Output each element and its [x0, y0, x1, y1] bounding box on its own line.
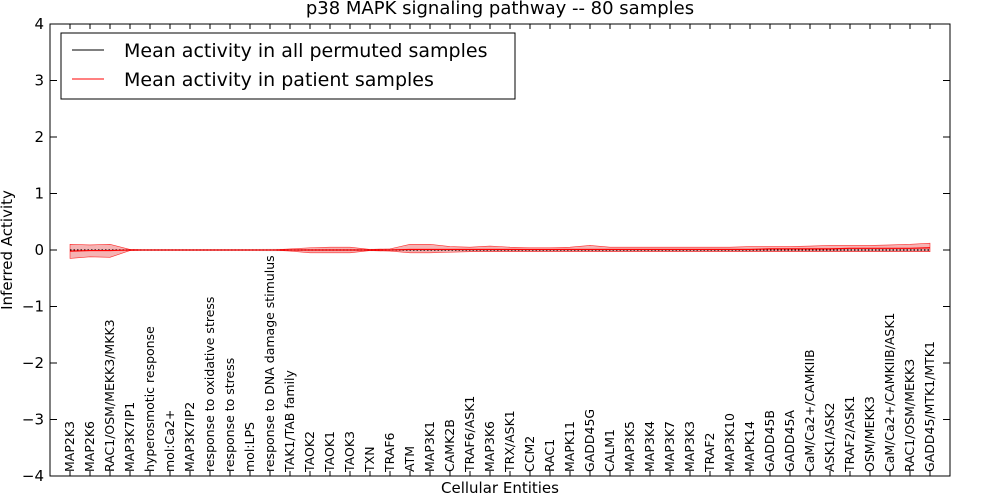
x-tick-label: ASK1/ASK2	[822, 403, 837, 472]
x-tick-label: TRAF6	[382, 432, 397, 473]
legend-label-patient: Mean activity in patient samples	[124, 69, 434, 91]
y-tick-label: 2	[34, 128, 44, 146]
x-tick-label: RAC1	[542, 439, 557, 472]
x-tick-label: CAMK2B	[442, 419, 457, 472]
x-tick-label: MAPK14	[742, 421, 757, 472]
x-tick-label: MAP3K7IP1	[122, 402, 137, 472]
y-axis: 4 3 2 1 0 −1 −2 −3 −4	[22, 15, 950, 485]
x-axis: MAP2K3 MAP2K6 RAC1/OSM/MEKK3/MKK3 MAP3K7IP1…	[62, 24, 937, 476]
y-tick-label: 4	[34, 15, 44, 33]
x-tick-label: mol:Ca2+	[162, 410, 177, 472]
chart-title: p38 MAPK signaling pathway -- 80 samples	[306, 0, 694, 19]
x-tick-label: TXN	[362, 446, 377, 473]
x-tick-label: GADD45G	[582, 409, 597, 472]
x-tick-label: CaM/Ca2+/CAMKIIB/ASK1	[882, 313, 897, 472]
y-tick-label: −3	[22, 411, 44, 429]
x-tick-label: MAP2K6	[82, 421, 97, 472]
x-tick-label: MAP3K3	[682, 421, 697, 472]
legend: Mean activity in all permuted samples Me…	[60, 32, 516, 100]
x-tick-label: MAP3K10	[722, 413, 737, 472]
y-tick-label: 0	[34, 241, 44, 259]
x-tick-label: ATM	[402, 446, 417, 472]
x-tick-label: mol:LPS	[242, 422, 257, 472]
x-tick-label: CALM1	[602, 429, 617, 472]
x-tick-label: GADD45A	[782, 410, 797, 472]
x-tick-label: response to stress	[222, 358, 237, 472]
x-tick-label: CCM2	[522, 436, 537, 472]
x-tick-label: MAP3K1	[422, 421, 437, 472]
x-tick-label: MAP2K3	[62, 421, 77, 472]
x-tick-label: MAP3K7IP2	[182, 402, 197, 472]
y-axis-label: Inferred Activity	[0, 190, 16, 310]
y-tick-label: −1	[22, 298, 44, 316]
series-line-group	[69, 247, 931, 252]
x-tick-label: MAP3K4	[642, 421, 657, 472]
x-axis-label: Cellular Entities	[441, 479, 559, 497]
x-tick-label: response to DNA damage stimulus	[262, 255, 277, 472]
x-tick-label: response to oxidative stress	[202, 297, 217, 472]
x-tick-label: RAC1/OSM/MEKK3	[902, 359, 917, 472]
x-tick-label: TRAF2/ASK1	[842, 396, 857, 473]
x-tick-label: MAP3K7	[662, 421, 677, 472]
x-tick-label: TRAF2	[702, 432, 717, 473]
patient-range-band	[69, 242, 931, 259]
x-tick-label: RAC1/OSM/MEKK3/MKK3	[102, 319, 117, 472]
x-tick-label: MAP3K6	[482, 421, 497, 472]
x-tick-label: TAOK1	[322, 431, 337, 473]
x-tick-label: GADD45B	[762, 410, 777, 472]
y-tick-label: 3	[34, 72, 44, 90]
x-tick-label: TRAF6/ASK1	[462, 396, 477, 473]
x-tick-label: GADD45/MTK1/MTK1	[922, 341, 937, 472]
y-tick-label: 1	[34, 185, 44, 203]
y-tick-label: −4	[22, 467, 44, 485]
x-tick-label: TRX/ASK1	[502, 410, 517, 473]
x-tick-label: OSM/MEKK3	[862, 396, 877, 472]
x-tick-label: MAPK11	[562, 421, 577, 472]
x-tick-label: TAOK2	[302, 431, 317, 473]
series-line-patient	[69, 247, 931, 252]
x-tick-label: CaM/Ca2+/CAMKIIB	[802, 349, 817, 472]
legend-box	[60, 32, 516, 100]
x-tick-label: hyperosmotic response	[142, 326, 157, 472]
x-tick-label: MAP3K5	[622, 421, 637, 472]
x-tick-label: TAK1/TAB family	[282, 369, 297, 473]
y-tick-label: −2	[22, 354, 44, 372]
x-tick-label: TAOK3	[342, 431, 357, 473]
legend-label-permuted: Mean activity in all permuted samples	[124, 40, 487, 62]
